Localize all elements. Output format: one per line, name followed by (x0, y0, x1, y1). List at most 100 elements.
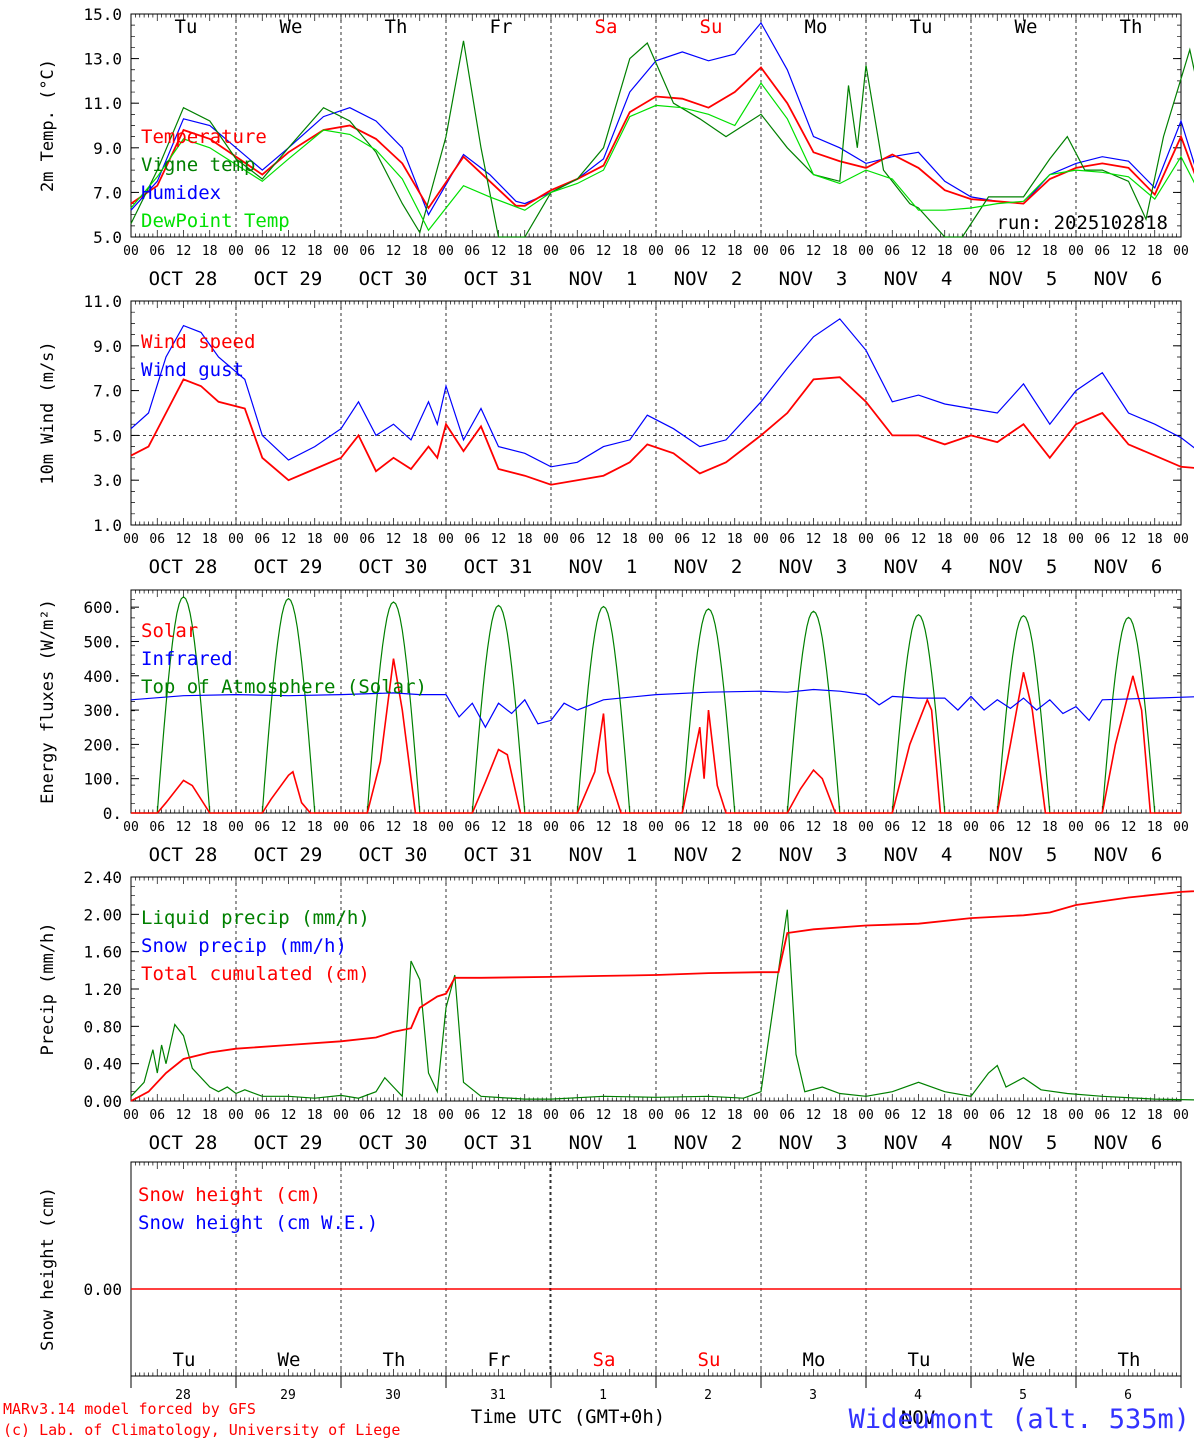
infrared-line (130, 688, 1194, 729)
dewpoint-temp-line (130, 82, 1194, 232)
hour-tick-label: 06 (569, 244, 585, 259)
date-label: OCT 31 (464, 268, 533, 290)
hour-tick-label: 12 (281, 820, 297, 835)
hour-tick-label: 06 (884, 532, 900, 547)
hour-tick-label: 00 (543, 532, 559, 547)
hour-tick-label: 12 (596, 532, 612, 547)
hour-tick-label: 12 (596, 1108, 612, 1123)
hour-tick-label: 12 (596, 820, 612, 835)
legend-dewpoint-temp: DewPoint Temp (141, 210, 290, 232)
snow-day-number: 31 (490, 1388, 506, 1403)
energy-panel: Energy fluxes (W/m²) 0. 100. 200. 300. 400. 50… (38, 589, 1194, 866)
hour-tick-label: 12 (386, 244, 402, 259)
hour-tick-label: 00 (228, 1108, 244, 1123)
hour-tick-label: 12 (911, 820, 927, 835)
snow-day-abbr: Tu (173, 1349, 196, 1371)
hour-tick-label: 06 (359, 532, 375, 547)
time-axis-label: Time UTC (GMT+0h) (471, 1406, 665, 1428)
energy-hour-ticks (130, 590, 1182, 813)
temp-ytick-label: 11.0 (83, 94, 122, 113)
hour-tick-label: 18 (307, 532, 323, 547)
hour-tick-label: 06 (464, 820, 480, 835)
wind-ytick-label: 3.0 (93, 471, 122, 490)
snow-day-number: 5 (1019, 1388, 1027, 1403)
hour-tick-label: 00 (333, 1108, 349, 1123)
energy-ytick-label: 400. (83, 667, 122, 686)
hour-tick-label: 12 (701, 532, 717, 547)
snow-day-number: 1 (599, 1388, 607, 1403)
hour-tick-label: 12 (1016, 532, 1032, 547)
hour-tick-label: 06 (359, 244, 375, 259)
hour-tick-label: 06 (884, 244, 900, 259)
temp-day-abbr: Th (1120, 16, 1143, 38)
hour-tick-label: 12 (806, 532, 822, 547)
hour-tick-label: 18 (517, 532, 533, 547)
legend-wind-gust: Wind gust (141, 359, 244, 381)
humidex-line (130, 21, 1194, 217)
date-label: OCT 31 (464, 844, 533, 866)
hour-tick-label: 18 (1042, 820, 1058, 835)
energy-ytick-label: 200. (83, 735, 122, 754)
snow-day-abbr: Th (1118, 1349, 1141, 1371)
precip-ytick-label: 1.20 (83, 980, 122, 999)
hour-tick-label: 18 (622, 532, 638, 547)
hour-tick-label: 00 (438, 1108, 454, 1123)
temp-ytick-label: 15.0 (83, 5, 122, 24)
energy-ytick-label: 500. (83, 632, 122, 651)
temp-day-abbr: Tu (175, 16, 198, 38)
precip-minor-yticks (131, 876, 1181, 1102)
date-label: OCT 28 (149, 268, 218, 290)
snow-day-abbr: Mo (803, 1349, 826, 1371)
temp-ytick-label: 9.0 (93, 139, 122, 158)
hour-tick-label: 12 (1121, 532, 1137, 547)
hour-tick-label: 18 (517, 244, 533, 259)
hour-tick-label: 06 (674, 820, 690, 835)
hour-tick-label: 00 (1068, 244, 1084, 259)
hour-tick-label: 00 (753, 1108, 769, 1123)
hour-tick-label: 18 (1147, 820, 1163, 835)
hour-tick-label: 18 (517, 1108, 533, 1123)
hour-tick-label: 12 (491, 820, 507, 835)
legend-temperature: Temperature (141, 126, 267, 148)
hour-tick-label: 18 (307, 820, 323, 835)
hour-tick-label: 18 (412, 244, 428, 259)
hour-tick-label: 06 (989, 820, 1005, 835)
date-label: NOV 3 (779, 844, 848, 866)
hour-tick-label: 12 (596, 244, 612, 259)
hour-tick-label: 06 (149, 1108, 165, 1123)
date-label: NOV 5 (989, 556, 1058, 578)
temperature-line (130, 66, 1194, 210)
hour-tick-label: 06 (359, 820, 375, 835)
snow-day-number: 6 (1124, 1388, 1132, 1403)
temp-day-abbr: Th (385, 16, 408, 38)
hour-tick-label: 12 (1016, 1108, 1032, 1123)
snow-day-abbr: Tu (908, 1349, 931, 1371)
date-label: OCT 30 (359, 268, 428, 290)
hour-tick-label: 00 (1068, 1108, 1084, 1123)
date-label: NOV 6 (1094, 1132, 1163, 1154)
hour-tick-label: 18 (1147, 532, 1163, 547)
hour-tick-label: 06 (254, 1108, 270, 1123)
model-credit-line2: (c) Lab. of Climatology, University of L… (3, 1421, 400, 1439)
hour-tick-label: 18 (622, 820, 638, 835)
hour-tick-label: 06 (779, 244, 795, 259)
hour-tick-label: 00 (753, 820, 769, 835)
legend-total-cumulated-cm: Total cumulated (cm) (141, 963, 370, 985)
hour-tick-label: 12 (176, 532, 192, 547)
hour-tick-label: 18 (622, 1108, 638, 1123)
legend-snow-height-cm-w-e: Snow height (cm W.E.) (138, 1212, 378, 1234)
date-label: OCT 28 (149, 556, 218, 578)
hour-tick-label: 06 (779, 1108, 795, 1123)
energy-ytick-label: 600. (83, 598, 122, 617)
hour-tick-label: 06 (149, 820, 165, 835)
temp-day-abbr: Su (700, 16, 723, 38)
hour-tick-label: 00 (963, 820, 979, 835)
hour-tick-label: 06 (674, 532, 690, 547)
wind-panel: 10m Wind (m/s) 1.0 3.0 5.0 7.0 9.0 11.0 Wind sp… (38, 292, 1194, 578)
hour-tick-label: 18 (1042, 532, 1058, 547)
legend-infrared: Infrared (141, 648, 233, 670)
hour-tick-label: 18 (517, 820, 533, 835)
hour-tick-label: 00 (1173, 244, 1189, 259)
wind-gust-line (130, 318, 1194, 468)
